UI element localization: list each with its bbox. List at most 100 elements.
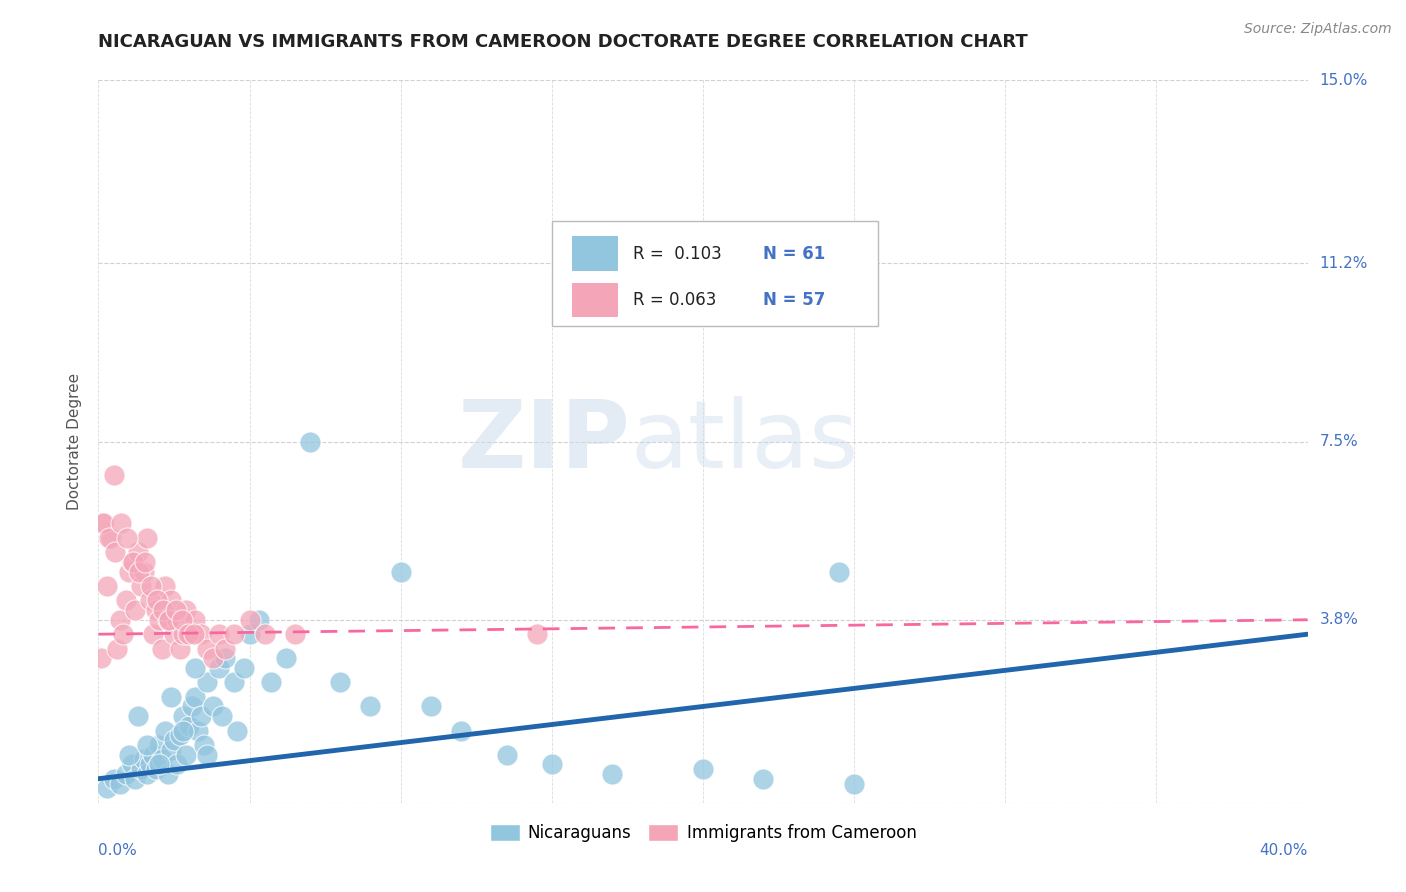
Point <box>135 531 157 545</box>
Text: N = 57: N = 57 <box>763 291 825 309</box>
Point <box>181 699 204 714</box>
Point <box>127 545 149 559</box>
Point <box>110 516 132 531</box>
Point <box>169 728 191 742</box>
Point <box>98 531 121 545</box>
Point <box>153 579 176 593</box>
Bar <box>572 236 619 271</box>
Point <box>172 709 194 723</box>
Point <box>114 767 136 781</box>
Point <box>329 675 352 690</box>
Point <box>160 690 183 704</box>
Text: R = 0.063: R = 0.063 <box>633 291 716 309</box>
Point <box>360 699 382 714</box>
Point <box>150 752 173 766</box>
Point <box>174 603 197 617</box>
Point <box>152 603 174 617</box>
Point <box>121 757 143 772</box>
Point <box>195 747 218 762</box>
FancyBboxPatch shape <box>551 221 879 326</box>
Text: ZIP: ZIP <box>457 395 630 488</box>
Point <box>692 762 714 776</box>
Point <box>166 613 188 627</box>
Point <box>239 613 262 627</box>
Point <box>96 781 118 796</box>
Point <box>184 661 207 675</box>
Text: R =  0.103: R = 0.103 <box>633 244 721 262</box>
Point <box>224 627 246 641</box>
Point <box>184 690 207 704</box>
Point <box>172 627 194 641</box>
Point <box>179 719 201 733</box>
Point <box>108 613 131 627</box>
Point <box>96 579 118 593</box>
Point <box>105 641 128 656</box>
Point <box>103 468 125 483</box>
Point <box>195 675 218 690</box>
Point <box>260 675 283 690</box>
Point <box>195 641 218 656</box>
Y-axis label: Doctorate Degree: Doctorate Degree <box>67 373 83 510</box>
Point <box>179 627 201 641</box>
Point <box>122 555 145 569</box>
Point <box>184 613 207 627</box>
Point <box>153 723 176 738</box>
Point <box>187 723 209 738</box>
Point <box>156 767 179 781</box>
Point <box>226 723 249 738</box>
Point <box>129 762 152 776</box>
Point <box>211 709 233 723</box>
Point <box>239 627 262 641</box>
Point <box>176 627 198 641</box>
Point <box>193 738 215 752</box>
Point <box>100 531 122 545</box>
Point <box>139 757 162 772</box>
Point <box>118 747 141 762</box>
Legend: Nicaraguans, Immigrants from Cameroon: Nicaraguans, Immigrants from Cameroon <box>482 817 924 848</box>
Point <box>139 593 162 607</box>
Point <box>114 593 136 607</box>
Point <box>145 603 167 617</box>
Point <box>132 565 155 579</box>
Point <box>274 651 297 665</box>
Point <box>142 627 165 641</box>
Point <box>420 699 443 714</box>
Point <box>828 565 851 579</box>
Point <box>166 757 188 772</box>
Point <box>135 767 157 781</box>
Point <box>284 627 307 641</box>
Text: Source: ZipAtlas.com: Source: ZipAtlas.com <box>1244 22 1392 37</box>
Point <box>183 627 205 641</box>
Point <box>602 767 624 781</box>
Text: atlas: atlas <box>630 395 859 488</box>
Point <box>224 675 246 690</box>
Point <box>148 738 170 752</box>
Point <box>752 772 775 786</box>
Point <box>91 516 114 531</box>
Bar <box>572 283 619 318</box>
Point <box>135 738 157 752</box>
Point <box>108 776 131 790</box>
Point <box>124 772 146 786</box>
Point <box>844 776 866 790</box>
Point <box>118 565 141 579</box>
Point <box>202 651 225 665</box>
Point <box>104 545 127 559</box>
Point <box>174 747 197 762</box>
Point <box>103 772 125 786</box>
Text: 40.0%: 40.0% <box>1260 843 1308 857</box>
Text: NICARAGUAN VS IMMIGRANTS FROM CAMEROON DOCTORATE DEGREE CORRELATION CHART: NICARAGUAN VS IMMIGRANTS FROM CAMEROON D… <box>98 33 1028 52</box>
Text: 3.8%: 3.8% <box>1320 612 1358 627</box>
Point <box>128 565 150 579</box>
Point <box>159 613 181 627</box>
Text: 7.5%: 7.5% <box>1320 434 1358 449</box>
Point <box>115 531 138 545</box>
Text: 11.2%: 11.2% <box>1320 256 1368 271</box>
Point <box>389 565 412 579</box>
Point <box>156 613 179 627</box>
Point <box>540 757 562 772</box>
Point <box>146 593 169 607</box>
Point <box>142 747 165 762</box>
Point <box>232 661 254 675</box>
Point <box>160 743 183 757</box>
